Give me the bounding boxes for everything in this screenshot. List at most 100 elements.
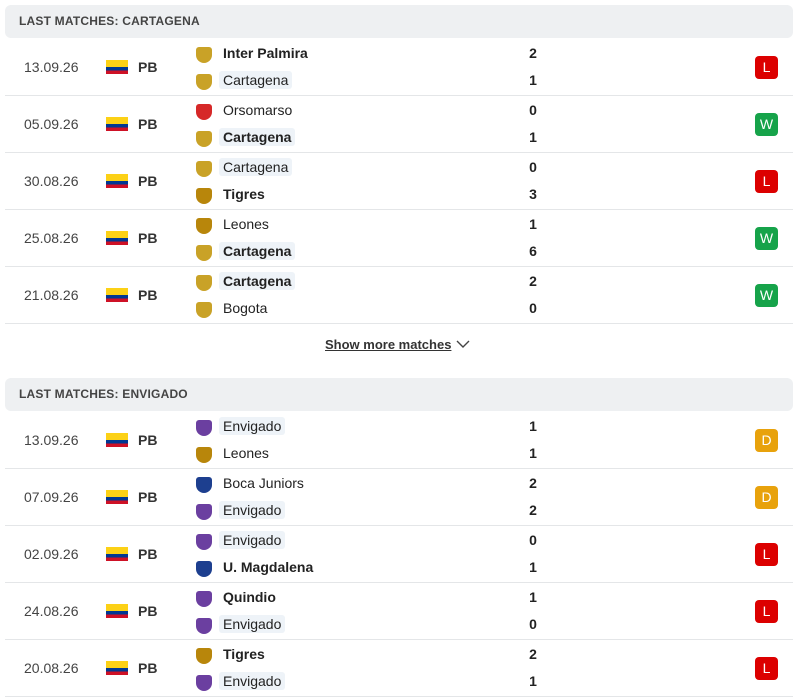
result-badge: D: [755, 486, 778, 509]
country-flag: [106, 433, 128, 447]
team-score: 0: [529, 532, 537, 548]
country-flag: [106, 288, 128, 302]
match-row[interactable]: 02.09.26 PB Envigado 0 U. Magdalena 1 L: [5, 526, 793, 583]
team-score: 2: [529, 475, 537, 491]
team-name: Envigado: [219, 531, 286, 549]
match-date: 02.09.26: [24, 546, 79, 562]
league: PB: [138, 660, 158, 676]
country-flag: [106, 547, 128, 561]
match-row[interactable]: 21.08.26 PB Cartagena 2 Bogota 0 W: [5, 267, 793, 324]
team-score: 0: [529, 616, 537, 632]
team-logo: [196, 161, 212, 177]
team-logo: [196, 675, 212, 691]
show-more-button[interactable]: Show more matches: [325, 337, 470, 352]
league: PB: [138, 603, 158, 619]
team-logo: [196, 275, 212, 291]
team-logo: [196, 561, 212, 577]
match-row[interactable]: 13.09.26 PB Inter Palmira 2 Cartagena 1 L: [5, 39, 793, 96]
team-logo: [196, 447, 212, 463]
team-name: Quindio: [223, 589, 276, 605]
team-score: 2: [529, 646, 537, 662]
team-score: 1: [529, 589, 537, 605]
result-badge: L: [755, 170, 778, 193]
league: PB: [138, 432, 158, 448]
team-score: 2: [529, 502, 537, 518]
result-badge: W: [755, 113, 778, 136]
league: PB: [138, 287, 158, 303]
team-name: U. Magdalena: [223, 559, 314, 575]
team-name: Tigres: [223, 186, 265, 202]
match-date: 05.09.26: [24, 116, 79, 132]
team-logo: [196, 618, 212, 634]
team-score: 1: [529, 72, 537, 88]
team-name: Bogota: [223, 300, 268, 316]
result-badge: W: [755, 227, 778, 250]
league: PB: [138, 59, 158, 75]
team-logo: [196, 245, 212, 261]
team-score: 3: [529, 186, 537, 202]
match-row[interactable]: 07.09.26 PB Boca Juniors 2 Envigado 2 D: [5, 469, 793, 526]
team-logo: [196, 131, 212, 147]
team-score: 1: [529, 216, 537, 232]
team-logo: [196, 47, 212, 63]
league: PB: [138, 230, 158, 246]
league: PB: [138, 489, 158, 505]
country-flag: [106, 174, 128, 188]
league: PB: [138, 116, 158, 132]
team-score: 0: [529, 102, 537, 118]
match-date: 13.09.26: [24, 432, 79, 448]
country-flag: [106, 231, 128, 245]
team-name: Cartagena: [219, 158, 293, 176]
match-date: 21.08.26: [24, 287, 79, 303]
team-score: 1: [529, 129, 537, 145]
match-row[interactable]: 25.08.26 PB Leones 1 Cartagena 6 W: [5, 210, 793, 267]
team-logo: [196, 218, 212, 234]
country-flag: [106, 661, 128, 675]
team-logo: [196, 74, 212, 90]
country-flag: [106, 60, 128, 74]
team-name: Cartagena: [219, 71, 293, 89]
team-logo: [196, 477, 212, 493]
team-logo: [196, 420, 212, 436]
chevron-icon: [456, 340, 470, 348]
result-badge: L: [755, 56, 778, 79]
team-score: 1: [529, 673, 537, 689]
match-row[interactable]: 20.08.26 PB Tigres 2 Envigado 1 L: [5, 640, 793, 697]
match-row[interactable]: 24.08.26 PB Quindio 1 Envigado 0 L: [5, 583, 793, 640]
league: PB: [138, 173, 158, 189]
team-score: 1: [529, 559, 537, 575]
team-name: Envigado: [219, 672, 286, 690]
match-date: 30.08.26: [24, 173, 79, 189]
team-name: Envigado: [219, 417, 286, 435]
match-date: 07.09.26: [24, 489, 79, 505]
section-header: LAST MATCHES: CARTAGENA: [5, 5, 793, 38]
result-badge: D: [755, 429, 778, 452]
match-date: 20.08.26: [24, 660, 79, 676]
team-logo: [196, 534, 212, 550]
team-score: 0: [529, 300, 537, 316]
team-score: 2: [529, 45, 537, 61]
result-badge: L: [755, 543, 778, 566]
match-date: 13.09.26: [24, 59, 79, 75]
team-logo: [196, 302, 212, 318]
country-flag: [106, 117, 128, 131]
match-row[interactable]: 05.09.26 PB Orsomarso 0 Cartagena 1 W: [5, 96, 793, 153]
match-row[interactable]: 30.08.26 PB Cartagena 0 Tigres 3 L: [5, 153, 793, 210]
team-name: Leones: [223, 445, 269, 461]
team-logo: [196, 591, 212, 607]
team-name: Inter Palmira: [223, 45, 308, 61]
match-row[interactable]: 13.09.26 PB Envigado 1 Leones 1 D: [5, 412, 793, 469]
match-date: 24.08.26: [24, 603, 79, 619]
league: PB: [138, 546, 158, 562]
team-score: 6: [529, 243, 537, 259]
team-logo: [196, 104, 212, 120]
team-name: Envigado: [219, 501, 286, 519]
team-name: Leones: [223, 216, 269, 232]
country-flag: [106, 604, 128, 618]
team-name: Tigres: [223, 646, 265, 662]
team-name: Cartagena: [219, 128, 296, 146]
team-score: 1: [529, 445, 537, 461]
team-score: 1: [529, 418, 537, 434]
team-score: 0: [529, 159, 537, 175]
